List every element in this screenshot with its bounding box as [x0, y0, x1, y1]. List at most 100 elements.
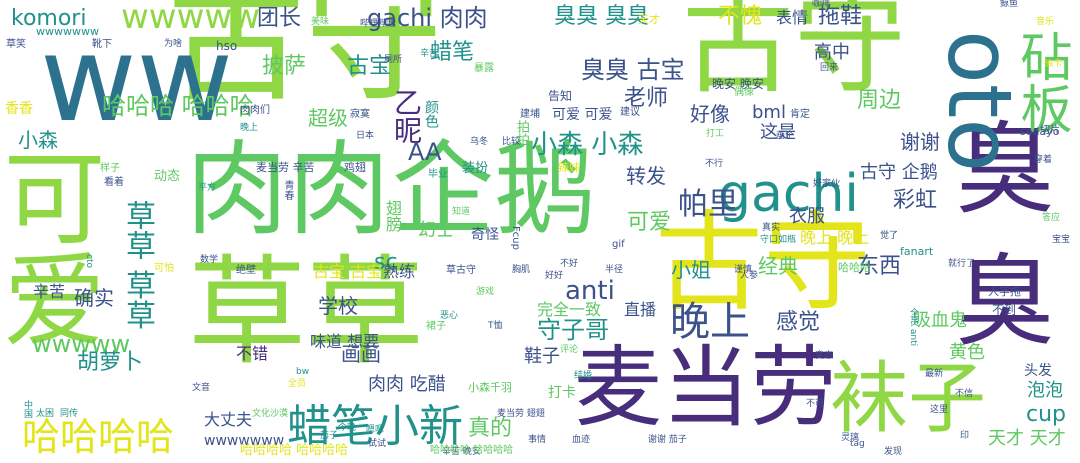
word: 乙昵 — [390, 88, 423, 144]
word: 臭 — [955, 111, 1055, 228]
word: 灵璃 — [841, 433, 860, 443]
word: 哈哈哈 — [838, 261, 871, 274]
word: 可爱 — [627, 210, 672, 235]
word: 人参 — [740, 271, 759, 281]
word: 打卡 — [548, 385, 576, 401]
word: sc — [374, 250, 398, 275]
word: 哈哈哈 哈哈哈 — [102, 92, 254, 120]
word: 绝壁 — [236, 265, 256, 276]
word: 古宝 — [347, 54, 392, 79]
word: 蜡笔 — [430, 40, 475, 65]
word: 小森 小森 — [531, 130, 644, 160]
word: 好像 — [690, 102, 730, 126]
word: 哈哈哈哈 — [22, 415, 175, 459]
word: 黄色 — [949, 342, 985, 363]
word: 古守 — [655, 201, 872, 326]
word: 经典 — [758, 254, 798, 278]
word: 肉肉们 — [240, 105, 270, 116]
word: 好好 — [545, 271, 564, 281]
word: 鞋子 — [524, 346, 560, 367]
word: 太困 — [36, 409, 55, 419]
word: 全员 — [288, 379, 307, 389]
word: 守口如瓶 — [760, 235, 797, 245]
word: 鸡翅 — [344, 161, 366, 174]
word: 香香 — [5, 101, 33, 117]
word: 不愧 — [718, 4, 763, 29]
word: wwwwwww — [204, 433, 285, 449]
word: 哈哈哈哈 哈哈哈哈 — [240, 443, 349, 458]
word: 肉肉 吃醋 — [368, 374, 446, 395]
word: 装扮 — [462, 161, 489, 176]
word: wwwwwww — [36, 25, 99, 38]
word: 全员 anti — [908, 308, 918, 347]
word: 切片 — [1040, 125, 1060, 136]
word: 中国 — [22, 400, 32, 418]
word: AA — [408, 138, 442, 166]
word: 今晚 — [338, 423, 357, 433]
word: 文音 — [192, 383, 211, 393]
word: 确实 — [74, 286, 114, 310]
word: 拍拍 — [514, 120, 529, 146]
word: anti — [565, 276, 615, 306]
word: 觉了 — [880, 231, 899, 241]
word: wwwww — [32, 330, 131, 358]
word: 古守 — [682, 0, 906, 109]
word: 裙子 — [426, 321, 446, 332]
word: 画画 — [341, 342, 381, 366]
word: 事情 — [528, 435, 547, 445]
word: gachi 肉肉 — [367, 4, 488, 32]
word: 转发 — [626, 164, 666, 188]
word: 抽卡 — [1044, 59, 1063, 69]
word: 比较 — [502, 137, 521, 147]
word: 青春 — [282, 180, 293, 200]
word: 彩虹 — [893, 188, 938, 213]
word: 建议 — [620, 107, 640, 118]
word: 麦当劳 翅翅 — [497, 409, 545, 419]
word: 学校 — [318, 294, 358, 318]
word: 披萨 — [262, 54, 307, 79]
word: 哔哩哔哩 — [360, 19, 397, 29]
word: 这是 — [760, 122, 796, 143]
word: 天才 天才 — [988, 428, 1066, 449]
word: 古守 企鹅 — [860, 162, 938, 183]
word: 辛苦 — [33, 282, 66, 301]
word: 可爱 可爱 — [552, 107, 613, 123]
word: 鲸鱼 — [1000, 0, 1019, 9]
word: 游戏 — [476, 287, 495, 297]
word: ww — [40, 10, 234, 148]
word: 人字拖 — [988, 285, 1021, 298]
word: 就行了 — [948, 259, 976, 269]
word: 平方 — [198, 183, 217, 193]
word: 大丈夫 — [204, 410, 253, 429]
word: 不信 — [955, 389, 974, 399]
word: 古宝 古宝 — [313, 262, 383, 281]
word: 团长 — [257, 6, 302, 31]
word: 谨慎 — [734, 265, 753, 275]
word: 哈哈哈哈 哈哈哈哈 — [430, 445, 514, 456]
word: 麦当劳 — [574, 336, 839, 439]
word: 不可 — [806, 399, 825, 409]
word: gif — [612, 239, 625, 250]
word: 不错 — [236, 344, 269, 363]
word: 周边 — [857, 88, 902, 113]
word: tag — [850, 439, 865, 449]
word: komori — [11, 6, 87, 31]
word: 文化沙漠 — [252, 409, 289, 419]
word: 这里 — [930, 405, 949, 415]
word: 颜色 — [423, 100, 439, 128]
word: 穿着 — [1034, 155, 1053, 165]
word: 草草 — [188, 243, 425, 381]
word: 谢谢 茄子 — [648, 435, 687, 445]
word: 草古守 — [446, 265, 476, 276]
word: 衣服 — [789, 206, 825, 227]
word: bw — [296, 367, 310, 377]
word: 超级 — [308, 106, 348, 130]
word: Fcup — [510, 226, 521, 250]
word: 小森千羽 — [468, 381, 512, 394]
word: 幻士 — [418, 220, 454, 241]
word: 美味 — [311, 17, 330, 27]
word: 不好 — [560, 259, 579, 269]
word: 日本 — [356, 131, 375, 141]
word: 血迹 — [572, 435, 591, 445]
word: 打工 — [706, 129, 725, 139]
